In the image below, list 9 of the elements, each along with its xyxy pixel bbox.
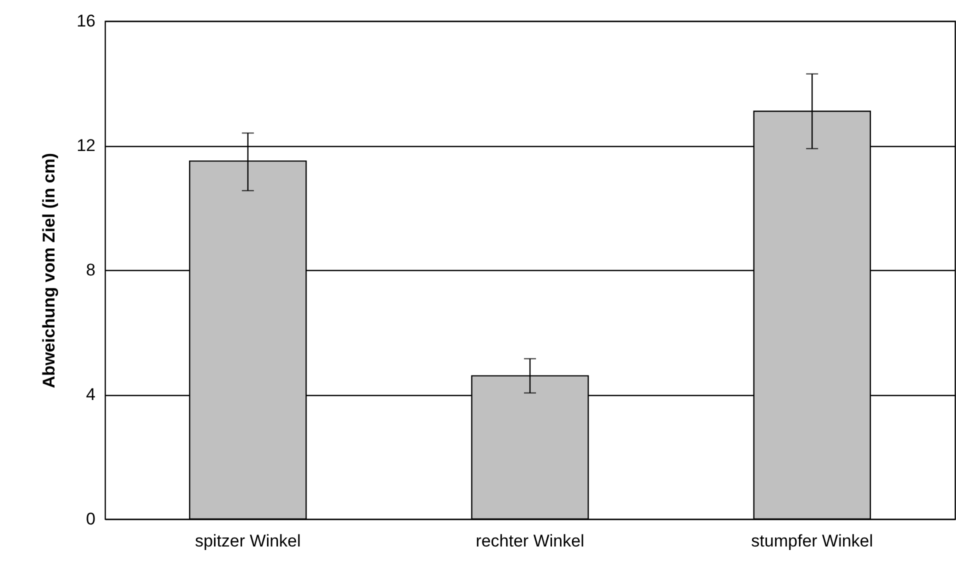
y-tick-label: 16 bbox=[76, 12, 96, 30]
y-axis-title: Abweichung vom Ziel (in cm) bbox=[40, 152, 59, 388]
y-tick-label: 4 bbox=[86, 385, 96, 404]
y-tick-label: 0 bbox=[86, 510, 96, 528]
x-tick-label: rechter Winkel bbox=[476, 532, 584, 550]
y-tick-label: 12 bbox=[76, 136, 96, 155]
x-tick-label: spitzer Winkel bbox=[194, 532, 301, 550]
x-tick-label: stumpfer Winkel bbox=[751, 532, 874, 550]
y-tick-label: 8 bbox=[86, 260, 96, 280]
